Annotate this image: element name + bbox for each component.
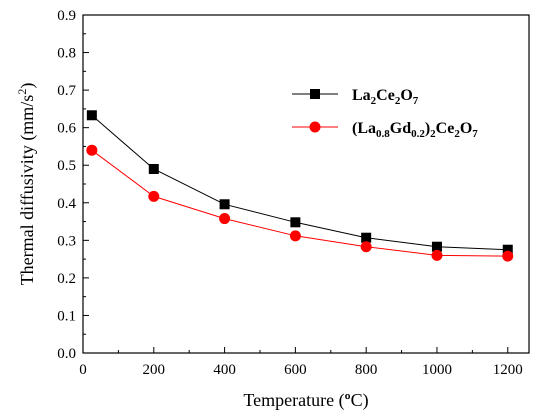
x-tick-label: 1000 — [422, 362, 452, 378]
series-layer — [86, 110, 514, 262]
y-tick-label: 0.0 — [57, 346, 76, 362]
y-tick-label: 0.4 — [57, 196, 76, 212]
legend-label-la2ce2o7: La2Ce2O7 — [352, 87, 419, 107]
x-tick-label: 400 — [213, 362, 236, 378]
plot-frame — [82, 14, 530, 354]
y-tick-label: 0.5 — [57, 158, 76, 174]
legend: La2Ce2O7 (La0.8Gd0.2)2Ce2O7 — [292, 87, 478, 140]
series-0-point — [502, 244, 513, 255]
legend-label-la08gd02: (La0.8Gd0.2)2Ce2O7 — [352, 120, 478, 140]
y-tick-label: 0.7 — [57, 83, 76, 99]
x-tick-label: 200 — [143, 362, 166, 378]
series-0-point — [361, 232, 372, 243]
series-1-point — [86, 144, 98, 156]
series-1-point — [360, 241, 372, 253]
series-0-point — [86, 110, 97, 121]
x-tick-label: 0 — [79, 362, 87, 378]
x-tick-label: 1200 — [493, 362, 523, 378]
x-axis: 0 200 400 600 800 1000 1200 — [79, 347, 523, 378]
y-tick-label: 0.1 — [57, 308, 76, 324]
x-tick-label: 600 — [284, 362, 307, 378]
series-0-point — [219, 199, 230, 210]
y-axis-title: Thermal diffusivity (mm/s2) — [15, 83, 38, 286]
y-tick-label: 0.2 — [57, 271, 76, 287]
y-tick-label: 0.3 — [57, 233, 76, 249]
y-tick-label: 0.6 — [57, 121, 76, 137]
series-0-point — [290, 217, 301, 228]
series-0-point — [431, 241, 442, 252]
y-axis: 0.0 0.1 0.2 0.3 0.4 0.5 0.6 0.7 0.8 0.9 — [57, 8, 89, 362]
legend-marker-la08gd02 — [309, 121, 321, 133]
x-tick-label: 800 — [355, 362, 378, 378]
series-1-point — [502, 250, 514, 262]
legend-marker-la2ce2o7 — [310, 89, 320, 99]
y-tick-label: 0.8 — [57, 46, 76, 62]
series-1-point — [289, 230, 301, 242]
x-axis-title: Temperature (ºC) — [243, 390, 368, 411]
series-0-point — [148, 163, 159, 174]
series-1-point — [219, 213, 231, 225]
series-1-point — [431, 249, 443, 261]
y-tick-label: 0.9 — [57, 8, 76, 24]
series-1-point — [148, 190, 160, 202]
